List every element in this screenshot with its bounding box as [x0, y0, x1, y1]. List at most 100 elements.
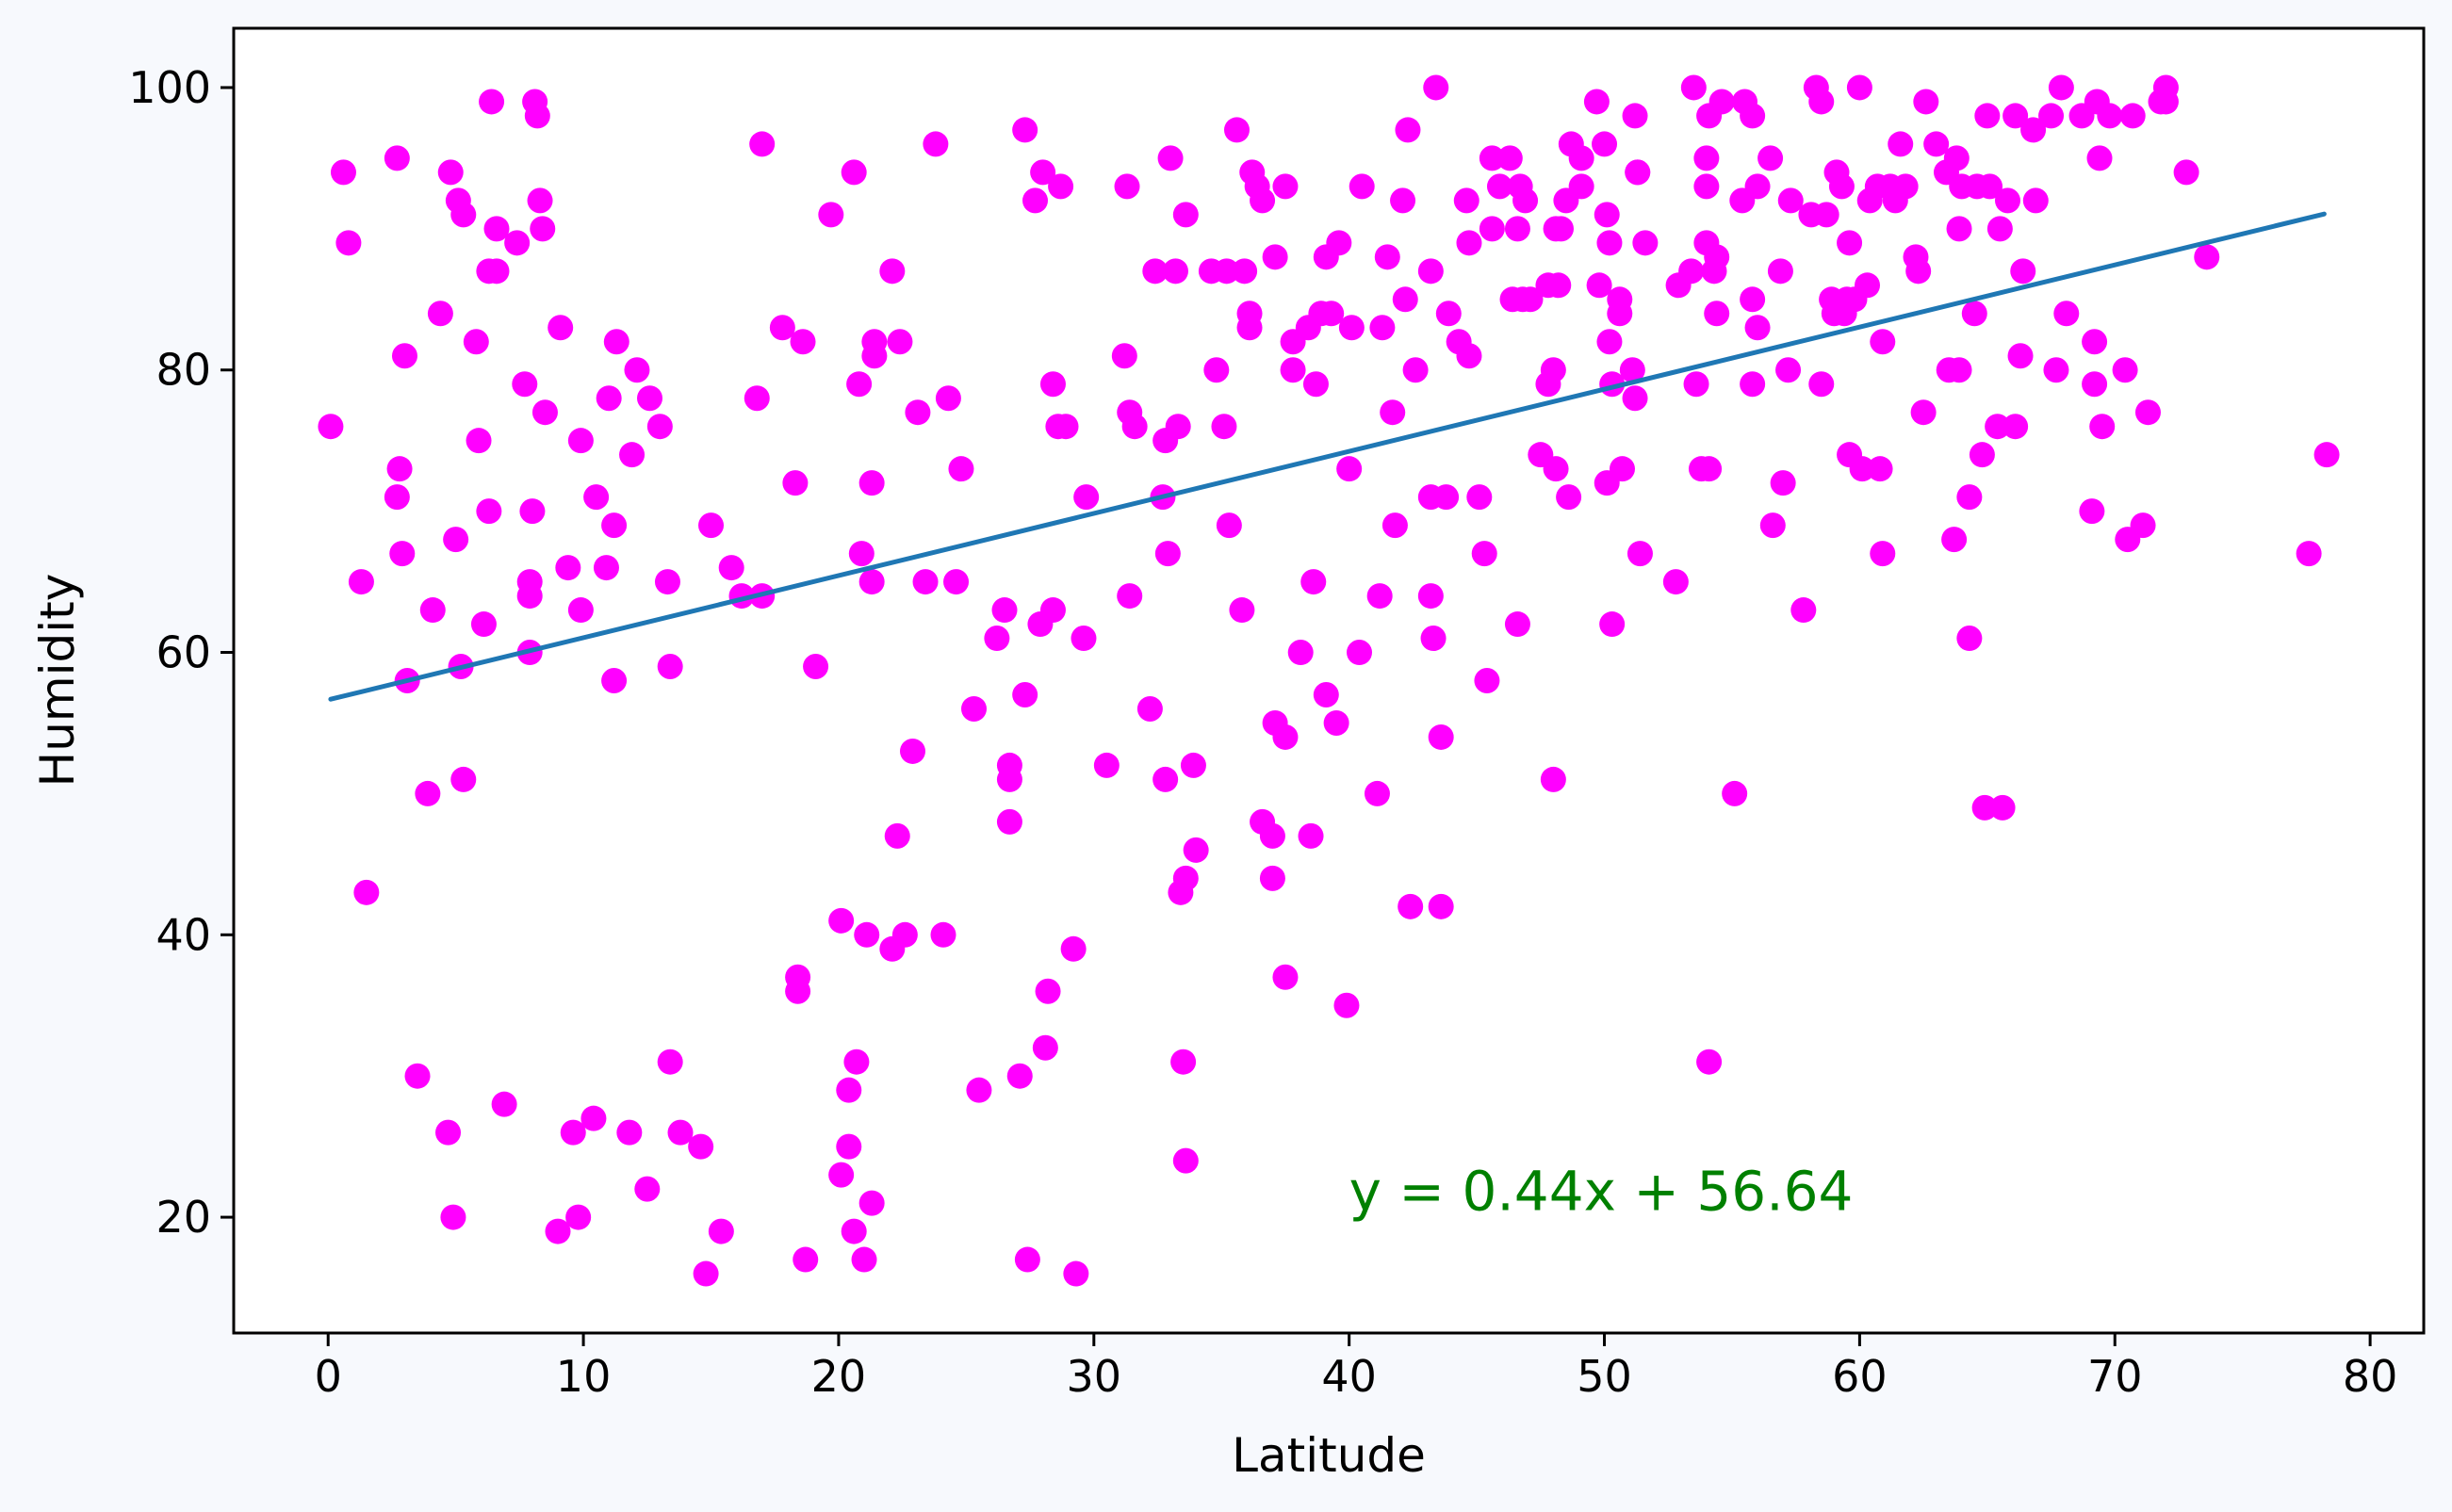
data-point	[1994, 187, 2020, 214]
data-point	[1888, 131, 1914, 157]
data-point	[1977, 173, 2003, 200]
data-point	[1333, 992, 1360, 1018]
data-point	[470, 611, 497, 638]
data-point	[603, 329, 629, 355]
data-point	[1956, 484, 1983, 511]
data-point	[836, 1077, 862, 1103]
data-point	[353, 879, 380, 905]
data-point	[384, 145, 410, 171]
data-point	[1722, 780, 1748, 806]
data-point	[2082, 329, 2108, 355]
data-point	[884, 822, 910, 849]
data-point	[1693, 145, 1720, 171]
data-point	[519, 498, 546, 525]
data-point	[2152, 89, 2179, 115]
data-point	[1369, 315, 1396, 341]
data-point	[1583, 89, 1610, 115]
data-point	[1121, 414, 1148, 440]
data-point	[749, 131, 776, 157]
data-point	[930, 921, 956, 948]
data-point	[466, 428, 492, 454]
data-point	[1479, 145, 1505, 171]
data-point	[2048, 74, 2074, 101]
data-point	[530, 216, 556, 242]
data-point	[1142, 258, 1169, 285]
x-axis: 0 10 20 30 40 50 60 70 80	[315, 1333, 2397, 1402]
data-point	[1172, 865, 1199, 891]
y-axis: 20 40 60 80 100	[128, 62, 234, 1243]
data-point	[1568, 145, 1594, 171]
data-point	[1989, 794, 2016, 821]
data-point	[1808, 89, 1835, 115]
data-point	[1594, 202, 1620, 228]
data-point	[1093, 752, 1120, 778]
data-point	[1162, 258, 1188, 285]
data-point	[1272, 173, 1299, 200]
data-point	[1048, 173, 1074, 200]
data-point	[1318, 301, 1345, 327]
data-point	[1740, 286, 1766, 313]
data-point	[1474, 668, 1500, 693]
data-point	[1232, 258, 1258, 285]
data-point	[1622, 385, 1648, 412]
data-point	[1986, 216, 2013, 242]
data-point	[1775, 357, 1802, 383]
data-point	[1423, 74, 1449, 101]
data-point	[2173, 159, 2199, 186]
data-point	[1336, 456, 1363, 482]
data-point	[1956, 626, 1983, 652]
data-point	[415, 780, 441, 806]
data-point	[1740, 103, 1766, 129]
data-point	[657, 1049, 683, 1075]
data-point	[899, 738, 925, 764]
data-point	[593, 555, 619, 581]
data-point	[793, 1246, 819, 1273]
data-point	[1479, 216, 1505, 242]
data-point	[1592, 131, 1618, 157]
data-point	[996, 752, 1022, 778]
data-point	[1165, 414, 1191, 440]
data-point	[861, 343, 888, 369]
data-point	[2002, 103, 2029, 129]
data-point	[803, 654, 829, 680]
data-point	[1250, 187, 1276, 214]
data-point	[1259, 865, 1285, 891]
data-point	[2053, 301, 2080, 327]
data-point	[384, 484, 410, 511]
data-point	[2022, 187, 2049, 214]
data-point	[1867, 456, 1893, 482]
data-point	[1941, 527, 1968, 553]
x-tick-label: 50	[1577, 1351, 1632, 1402]
data-point	[560, 1119, 586, 1146]
data-point	[565, 1204, 592, 1230]
data-point	[1543, 456, 1569, 482]
data-point	[1683, 371, 1709, 398]
data-point	[1433, 484, 1460, 511]
data-point	[1708, 89, 1735, 115]
data-point	[1680, 74, 1707, 101]
data-point	[887, 329, 913, 355]
data-point	[744, 385, 770, 412]
data-point	[1417, 258, 1444, 285]
data-point	[1870, 329, 1896, 355]
data-point	[437, 159, 464, 186]
data-point	[846, 371, 873, 398]
data-point	[1609, 456, 1635, 482]
data-point	[1790, 597, 1817, 624]
data-point	[1280, 357, 1306, 383]
data-point	[1913, 89, 1939, 115]
data-point	[1172, 202, 1199, 228]
data-point	[943, 569, 970, 595]
data-point	[718, 555, 744, 581]
data-point	[1313, 681, 1339, 707]
data-point	[1262, 244, 1288, 270]
data-point	[504, 230, 531, 256]
data-point	[2089, 414, 2116, 440]
data-point	[2097, 103, 2123, 129]
data-point	[1035, 978, 1061, 1004]
data-point	[1364, 780, 1390, 806]
data-point	[1622, 103, 1648, 129]
data-point	[836, 1133, 862, 1160]
data-point	[1607, 301, 1633, 327]
data-point	[2020, 117, 2047, 143]
